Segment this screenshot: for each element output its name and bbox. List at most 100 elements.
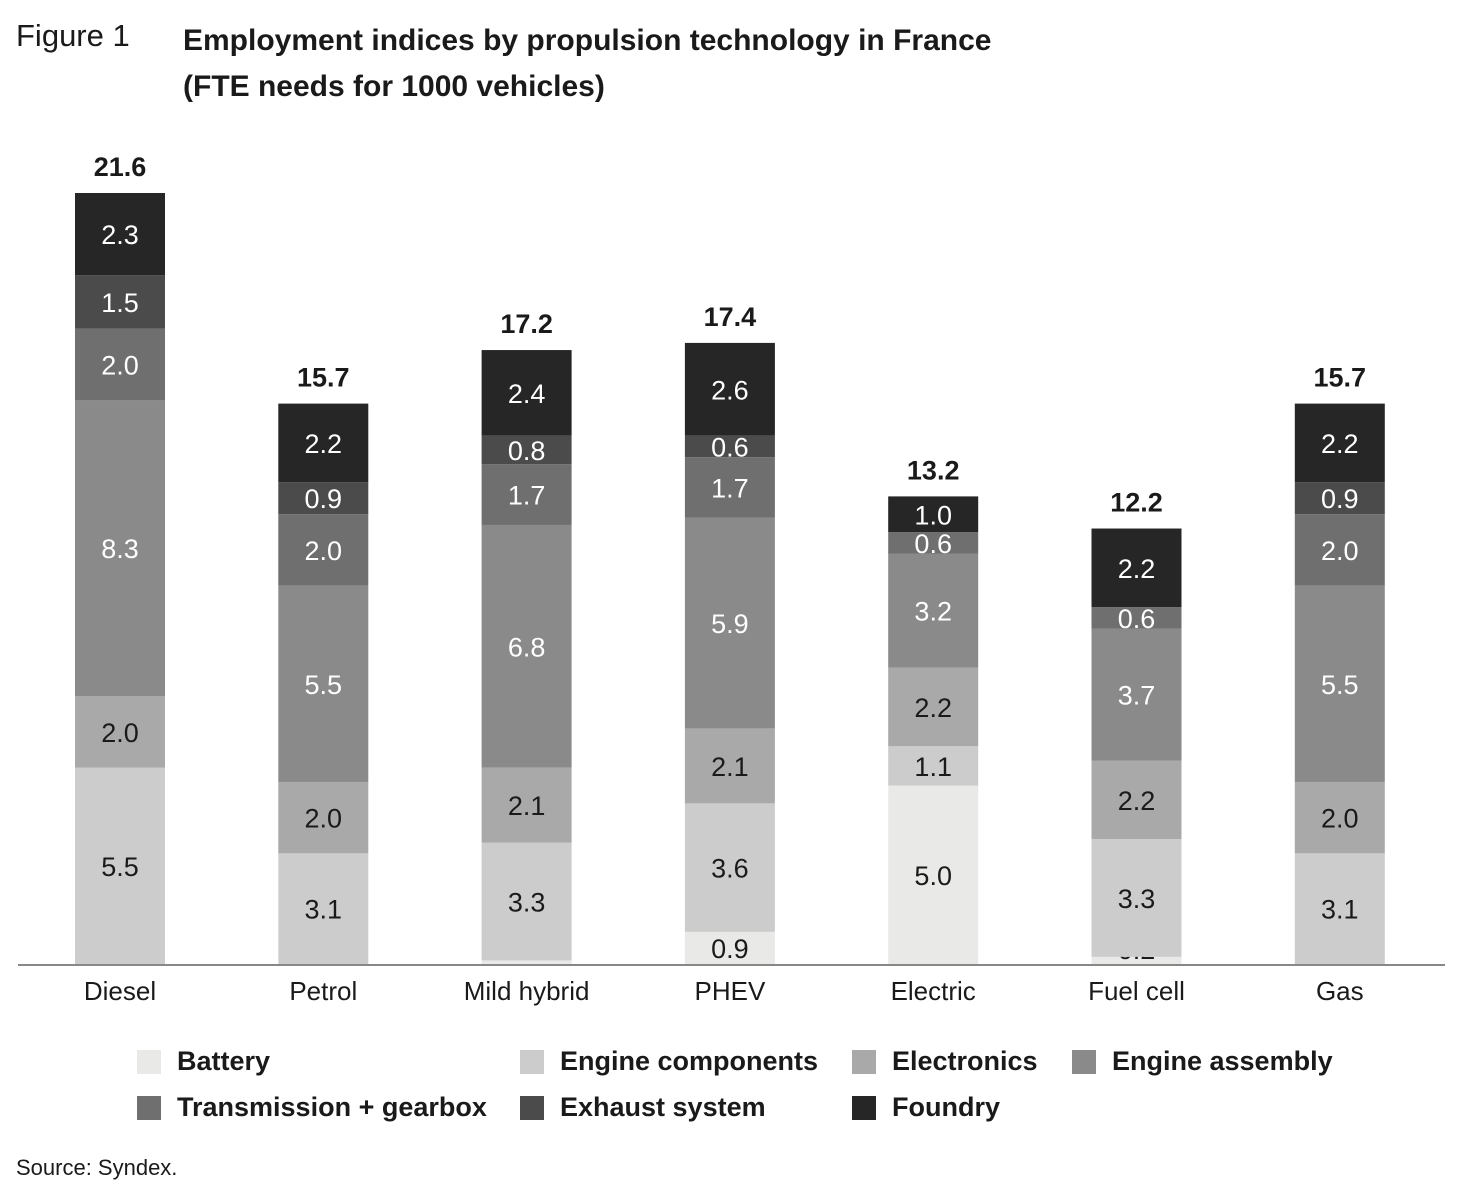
bar-segment [684, 517, 775, 729]
title-line-2: (FTE needs for 1000 vehicles) [183, 70, 605, 103]
x-tick-label: Diesel [84, 976, 156, 1006]
data-label: 3.1 [1321, 895, 1359, 925]
data-label: 0.6 [711, 432, 749, 462]
legend-label: Transmission + gearbox [177, 1092, 487, 1122]
bar-segment [75, 767, 165, 964]
bar-segment [481, 960, 572, 964]
data-label: 2.2 [1118, 554, 1156, 584]
bar-segment [1294, 482, 1385, 515]
data-label: 2.2 [914, 693, 952, 723]
bar-segment [75, 193, 165, 276]
bar-segment [1091, 839, 1182, 957]
bar-segment [278, 403, 369, 483]
legend-label: Foundry [892, 1092, 1000, 1122]
legend-swatch [137, 1095, 161, 1120]
figure-label: Figure 1 [16, 18, 130, 53]
data-label: 2.2 [1321, 429, 1359, 459]
bar-segment [481, 767, 572, 843]
bar-segment [888, 667, 979, 747]
data-label: 0.9 [305, 484, 343, 514]
bar-segment [888, 746, 979, 786]
x-tick-label: Petrol [289, 976, 357, 1006]
legend-label: Exhaust system [560, 1092, 766, 1122]
x-tick-label: Fuel cell [1088, 976, 1185, 1006]
bar-segment [684, 457, 775, 518]
bar-segment [684, 931, 775, 964]
data-label: 2.0 [101, 718, 139, 748]
data-label: 0.6 [914, 529, 952, 559]
total-label: 12.2 [1110, 488, 1163, 518]
data-label: 8.3 [101, 534, 139, 564]
legend-swatch [852, 1049, 876, 1074]
data-label: 5.5 [101, 852, 139, 882]
data-label: 3.3 [508, 888, 546, 918]
bar-segment [75, 328, 165, 401]
total-label: 13.2 [907, 455, 960, 485]
data-label: 1.1 [914, 752, 952, 782]
data-label: 2.0 [1321, 536, 1359, 566]
bar-segment [278, 781, 369, 854]
bar-segment [1091, 607, 1182, 629]
data-label: 2.4 [508, 379, 546, 409]
legend-item: Foundry [852, 1092, 1000, 1123]
bar-segment [1091, 760, 1182, 840]
legend-label: Electronics [892, 1046, 1038, 1076]
bar-segment [1294, 585, 1385, 782]
x-tick-label: Electric [891, 976, 976, 1006]
bar-segment [481, 842, 572, 961]
total-label: 17.4 [704, 302, 757, 332]
legend-label: Engine components [560, 1046, 819, 1076]
total-label: 21.6 [94, 152, 147, 182]
bar-segment [888, 553, 979, 668]
total-label: 17.2 [500, 309, 553, 339]
bar-segment [888, 496, 979, 533]
bar-segment [1091, 956, 1182, 964]
data-label: 5.5 [1321, 670, 1359, 700]
bar-segment [888, 532, 979, 554]
data-label: 3.1 [305, 895, 343, 925]
bar-segment [75, 400, 165, 697]
bar-segment [278, 853, 369, 964]
data-label: 3.6 [711, 854, 749, 884]
data-label: 0.8 [508, 436, 546, 466]
bar-segment [1091, 628, 1182, 761]
data-label: 2.6 [711, 375, 749, 405]
bar-segment [278, 514, 369, 586]
bar-segment [75, 275, 165, 329]
bar-segment [278, 585, 369, 782]
bar-segment [1294, 403, 1385, 483]
data-label: 2.3 [101, 220, 139, 250]
data-label: 5.0 [914, 861, 952, 891]
bar-segment [481, 350, 572, 436]
data-label: 2.2 [305, 429, 343, 459]
x-tick-label: Gas [1316, 976, 1364, 1006]
bar-segment [684, 342, 775, 436]
bar-segment [684, 728, 775, 804]
bar-segment [1091, 528, 1182, 608]
data-label: 3.2 [914, 597, 952, 627]
legend-label: Engine assembly [1112, 1046, 1333, 1076]
bar-segment [888, 785, 979, 964]
data-label: 2.0 [101, 350, 139, 380]
bar-segment [1294, 781, 1385, 854]
data-label: 5.9 [711, 609, 749, 639]
legend-item: Transmission + gearbox [137, 1092, 487, 1123]
legend-item: Electronics [852, 1046, 1038, 1077]
bar-segment [75, 696, 165, 768]
legend-swatch [852, 1095, 876, 1120]
legend-swatch [137, 1049, 161, 1074]
total-label: 15.7 [297, 363, 350, 393]
bar-segment [684, 803, 775, 932]
bar-segment [1294, 853, 1385, 964]
total-label: 15.7 [1314, 363, 1367, 393]
legend-label: Battery [177, 1046, 271, 1076]
data-label: 2.2 [1118, 786, 1156, 816]
bar-segment [684, 435, 775, 458]
data-label: 1.5 [101, 288, 139, 318]
bar-segment [481, 464, 572, 525]
data-label: 2.0 [1321, 804, 1359, 834]
data-label: 2.1 [711, 752, 749, 782]
data-label: 3.7 [1118, 681, 1156, 711]
data-label: 0.6 [1118, 604, 1156, 634]
